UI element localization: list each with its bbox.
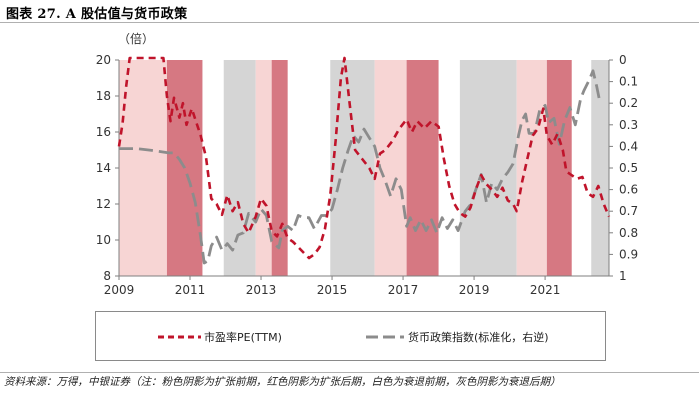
x-tick-label: 2021 <box>530 283 561 297</box>
left-axis-unit-label: （倍） <box>118 31 154 46</box>
right-tick-label: 0.9 <box>619 247 638 261</box>
x-tick-label: 2017 <box>388 283 419 297</box>
title-divider <box>0 22 699 23</box>
axes <box>115 59 613 280</box>
source-note: 资料来源：万得，中银证券（注：粉色阴影为扩张前期，红色阴影为扩张后期，白色为衰退… <box>4 376 561 388</box>
right-tick-label: 0.8 <box>619 226 638 240</box>
shaded-period-12: 衰退后期 <box>591 60 609 276</box>
right-tick-label: 0 <box>619 53 627 67</box>
right-tick-label: 0.7 <box>619 204 638 218</box>
x-tick-label: 2013 <box>246 283 277 297</box>
pe-series-line <box>117 56 611 260</box>
policy-series-line <box>119 69 602 265</box>
left-tick-label: 12 <box>96 197 111 211</box>
right-tick-label: 0.5 <box>619 161 638 175</box>
shaded-period-3: 衰退后期 <box>223 60 256 276</box>
left-tick-label: 8 <box>103 269 111 283</box>
left-tick-label: 14 <box>96 161 111 175</box>
right-tick-label: 1 <box>619 269 627 283</box>
shaded-period-9: 衰退后期 <box>459 60 517 276</box>
x-tick-label: 2011 <box>175 283 206 297</box>
source-divider <box>0 372 699 373</box>
left-tick-label: 18 <box>96 89 111 103</box>
right-tick-label: 0.6 <box>619 183 638 197</box>
legend-policy-label: 货币政策指数(标准化，右逆) <box>408 330 549 344</box>
x-tick-label: 2019 <box>459 283 490 297</box>
shaded-period-10: 扩张前期 <box>516 60 547 276</box>
left-tick-label: 20 <box>96 53 111 67</box>
tick-labels: 8 10 12 14 16 18 20 0 0.1 0.2 0.3 0.4 0.5 0.6 0.7 0.8 0.… <box>96 53 638 297</box>
shaded-period-6: 衰退后期 <box>330 60 375 276</box>
shaded-periods: 扩张前期扩张后期衰退后期扩张前期扩张后期衰退后期扩张前期扩张后期衰退后期扩张前期… <box>119 60 609 276</box>
series-lines <box>117 56 611 265</box>
shaded-period-4: 扩张前期 <box>255 60 272 276</box>
x-tick-label: 2015 <box>317 283 348 297</box>
shaded-period-5: 扩张后期 <box>271 60 288 276</box>
left-tick-label: 10 <box>96 233 111 247</box>
shaded-period-11: 扩张后期 <box>546 60 572 276</box>
x-tick-label: 2009 <box>104 283 135 297</box>
legend-pe-label: 市盈率PE(TTM) <box>204 330 282 344</box>
figure-title: 图表 27. A 股估值与货币政策 <box>6 7 188 22</box>
right-tick-label: 0.2 <box>619 96 638 110</box>
legend-content: 市盈率PE(TTM) 货币政策指数(标准化，右逆) <box>158 330 549 344</box>
right-tick-label: 0.3 <box>619 118 638 132</box>
right-tick-label: 0.4 <box>619 139 638 153</box>
shaded-period-8: 扩张后期 <box>406 60 439 276</box>
shaded-period-1: 扩张前期 <box>119 60 167 276</box>
right-tick-label: 0.1 <box>619 75 638 89</box>
left-tick-label: 16 <box>96 125 111 139</box>
legend: 市盈率PE(TTM) 货币政策指数(标准化，右逆) <box>95 311 606 361</box>
